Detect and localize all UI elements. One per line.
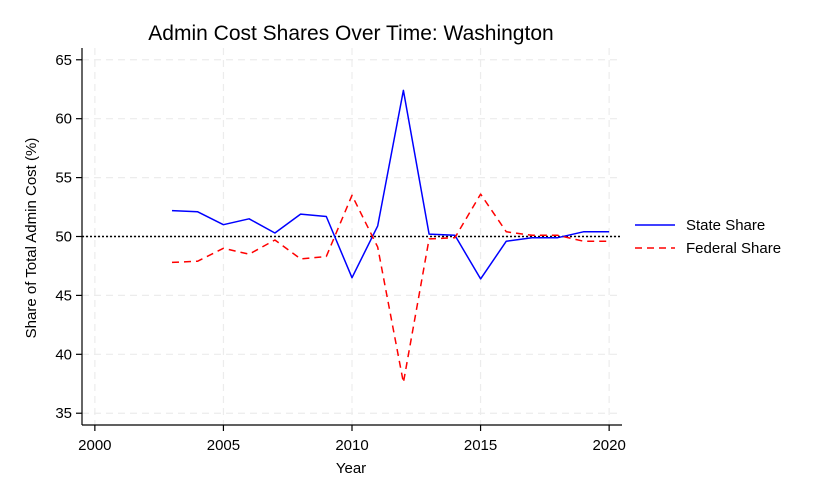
x-tick-label: 2000	[78, 437, 111, 454]
legend: State Share Federal Share	[635, 217, 781, 257]
y-tick-label: 45	[55, 287, 72, 304]
series-line-federal-share	[171, 193, 610, 384]
y-tick-label: 35	[55, 405, 72, 422]
y-tick-label: 50	[55, 229, 72, 246]
series-layer	[171, 89, 610, 384]
x-tick-label: 2015	[464, 437, 497, 454]
y-tick-label: 55	[55, 170, 72, 187]
legend-label: Federal Share	[686, 240, 781, 257]
axes-layer: 35 40 45 50 55 60 65 2000 2005 2010 2015 2020	[55, 48, 626, 454]
x-tick-label: 2005	[207, 437, 240, 454]
series-line-state-share	[171, 89, 610, 280]
x-tick-label: 2020	[592, 437, 625, 454]
chart-title: Admin Cost Shares Over Time: Washington	[148, 22, 553, 45]
grid-layer	[82, 48, 622, 425]
y-axis-label: Share of Total Admin Cost (%)	[23, 138, 40, 339]
legend-label: State Share	[686, 217, 765, 234]
y-tick-label: 65	[55, 52, 72, 69]
y-tick-label: 60	[55, 111, 72, 128]
y-tick-label: 40	[55, 346, 72, 363]
x-tick-label: 2010	[335, 437, 368, 454]
x-axis-label: Year	[336, 460, 366, 477]
